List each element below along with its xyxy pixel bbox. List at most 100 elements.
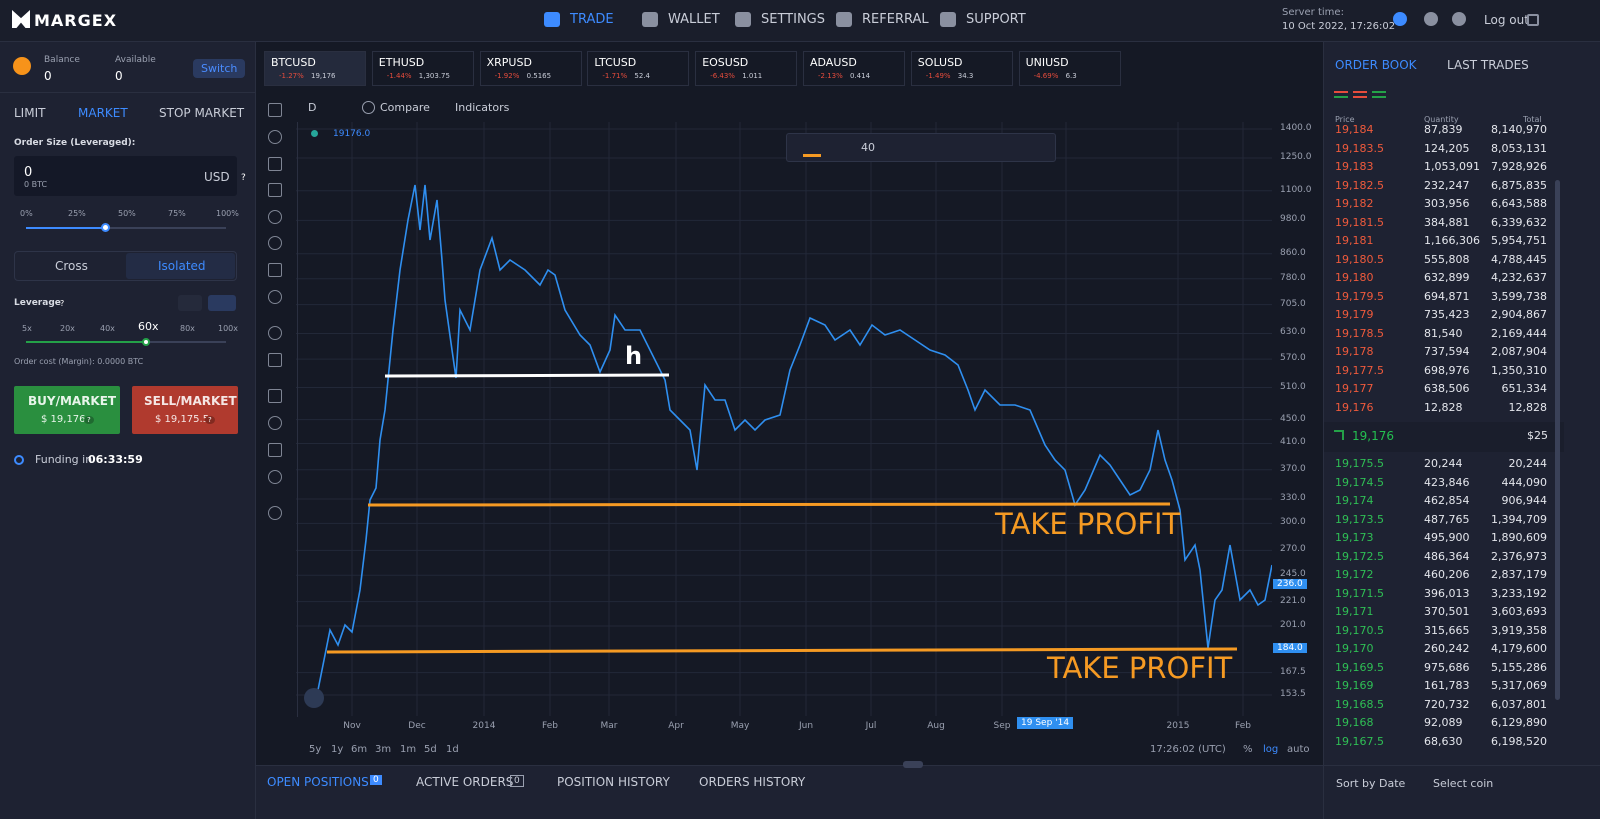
ticker-symbol: UNIUSD [1025,56,1069,69]
coin-select[interactable]: Select coin [1433,777,1494,790]
tool-icon[interactable] [268,353,282,367]
order-cost: Order cost (Margin): 0.0000 BTC [14,357,144,366]
size-input[interactable] [14,156,237,196]
ticker-price: 19,176 [311,72,336,80]
ticker-card[interactable] [479,51,582,86]
book-view-button[interactable] [1353,91,1367,98]
tool-icon[interactable] [268,183,282,197]
book-tab[interactable]: ORDER BOOK [1335,58,1417,72]
slider-knob[interactable] [101,223,110,232]
ticker-card[interactable] [1018,51,1121,86]
last-value: 19176.0 [333,129,371,139]
available-label: Available [115,55,156,65]
scroll-handle[interactable] [903,761,923,768]
tool-icon[interactable] [268,416,282,430]
book-total: 2,087,904 [1491,345,1547,359]
book-quantity: 737,594 [1424,345,1470,359]
tool-icon[interactable] [268,326,282,340]
nav-item[interactable]: REFERRAL [862,12,929,27]
ticker-change: -4.69% [1033,72,1059,80]
logout[interactable]: Log out [1484,13,1529,27]
bottom-tab[interactable]: POSITION HISTORY [557,775,670,789]
book-price: 19,174 [1335,494,1374,508]
slider-mode-button[interactable] [208,295,236,311]
tool-icon[interactable] [268,157,282,171]
ticker-symbol: ETHUSD [378,56,425,69]
y-axis-label: 1250.0 [1280,152,1312,163]
range-button[interactable]: 1d [446,744,459,755]
range-button[interactable]: 3m [375,744,392,755]
avatar-icon[interactable] [304,688,324,708]
sort-select[interactable]: Sort by Date [1336,777,1406,790]
indicators-button[interactable]: Indicators [455,101,510,114]
book-view-button[interactable] [1372,91,1386,98]
bottom-tab[interactable]: OPEN POSITIONS [267,775,369,789]
range-button[interactable]: 5y [309,744,322,755]
y-axis-label: 780.0 [1280,272,1306,283]
tool-icon[interactable] [268,389,282,403]
x-axis-label: Nov [343,721,361,731]
order-type-tab[interactable]: MARKET [78,106,128,120]
ticker-symbol: EOSUSD [702,56,749,69]
scale-option[interactable]: log [1263,744,1279,755]
book-quantity: 460,206 [1424,568,1470,582]
range-button[interactable]: 5d [424,744,437,755]
line-width[interactable]: 40 [861,141,875,154]
ticker-card[interactable] [587,51,690,86]
ticker-card[interactable] [910,51,1013,86]
edit-button[interactable] [178,295,202,311]
sell-button[interactable] [132,386,238,434]
order-type-tab[interactable]: LIMIT [14,106,46,120]
toolbar-divider [297,122,298,717]
nav-icon[interactable] [1393,12,1407,26]
margin-mode[interactable]: Isolated [158,259,206,273]
nav-icon[interactable] [1424,12,1438,26]
bottom-tab[interactable]: ACTIVE ORDERS [416,775,514,789]
nav-icon[interactable] [1452,12,1466,26]
nav-item[interactable]: SUPPORT [966,12,1026,27]
tool-icon[interactable] [268,506,282,520]
book-price: 19,168 [1335,716,1374,730]
coin-icon [13,57,31,75]
tool-icon[interactable] [268,443,282,457]
book-price: 19,183.5 [1335,141,1384,155]
buy-button[interactable] [14,386,120,434]
compare-button[interactable]: Compare [380,101,430,114]
range-button[interactable]: 6m [351,744,368,755]
margin-mode[interactable]: Cross [55,259,88,273]
switch-button[interactable]: Switch [193,59,246,78]
tool-icon[interactable] [268,290,282,304]
tool-icon[interactable] [268,103,282,117]
ticker-symbol: ADAUSD [810,56,857,69]
ticker-card[interactable] [264,51,366,86]
ticker-card[interactable] [803,51,905,86]
nav-item[interactable]: TRADE [570,12,614,27]
book-total: 1,350,310 [1491,363,1547,377]
ticker-card[interactable] [371,51,474,86]
range-button[interactable]: 1y [331,744,344,755]
tool-icon[interactable] [268,130,282,144]
server-time: 10 Oct 2022, 17:26:02 [1282,21,1396,32]
book-total: 6,198,520 [1491,734,1547,748]
leverage-knob[interactable] [142,338,150,346]
range-button[interactable]: 1m [400,744,417,755]
interval[interactable]: D [308,101,317,114]
nav-item[interactable]: WALLET [668,12,720,27]
tool-icon[interactable] [268,210,282,224]
x-axis-label: 2014 [472,721,496,731]
tool-icon[interactable] [268,470,282,484]
tool-icon[interactable] [268,263,282,277]
book-total: 20,244 [1508,457,1548,470]
scale-option[interactable]: auto [1287,744,1310,755]
ticker-card[interactable] [695,51,798,86]
ticker-price: 34.3 [957,72,974,80]
book-tab[interactable]: LAST TRADES [1447,58,1529,72]
tool-icon[interactable] [268,236,282,250]
scale-option[interactable]: % [1243,744,1253,755]
book-view-button[interactable] [1334,91,1348,98]
bottom-tab[interactable]: ORDERS HISTORY [699,775,806,789]
order-type-tab[interactable]: STOP MARKET [159,106,245,120]
y-axis-label: 1100.0 [1280,184,1312,195]
y-axis-label: 980.0 [1280,214,1306,225]
nav-item[interactable]: SETTINGS [761,12,826,27]
